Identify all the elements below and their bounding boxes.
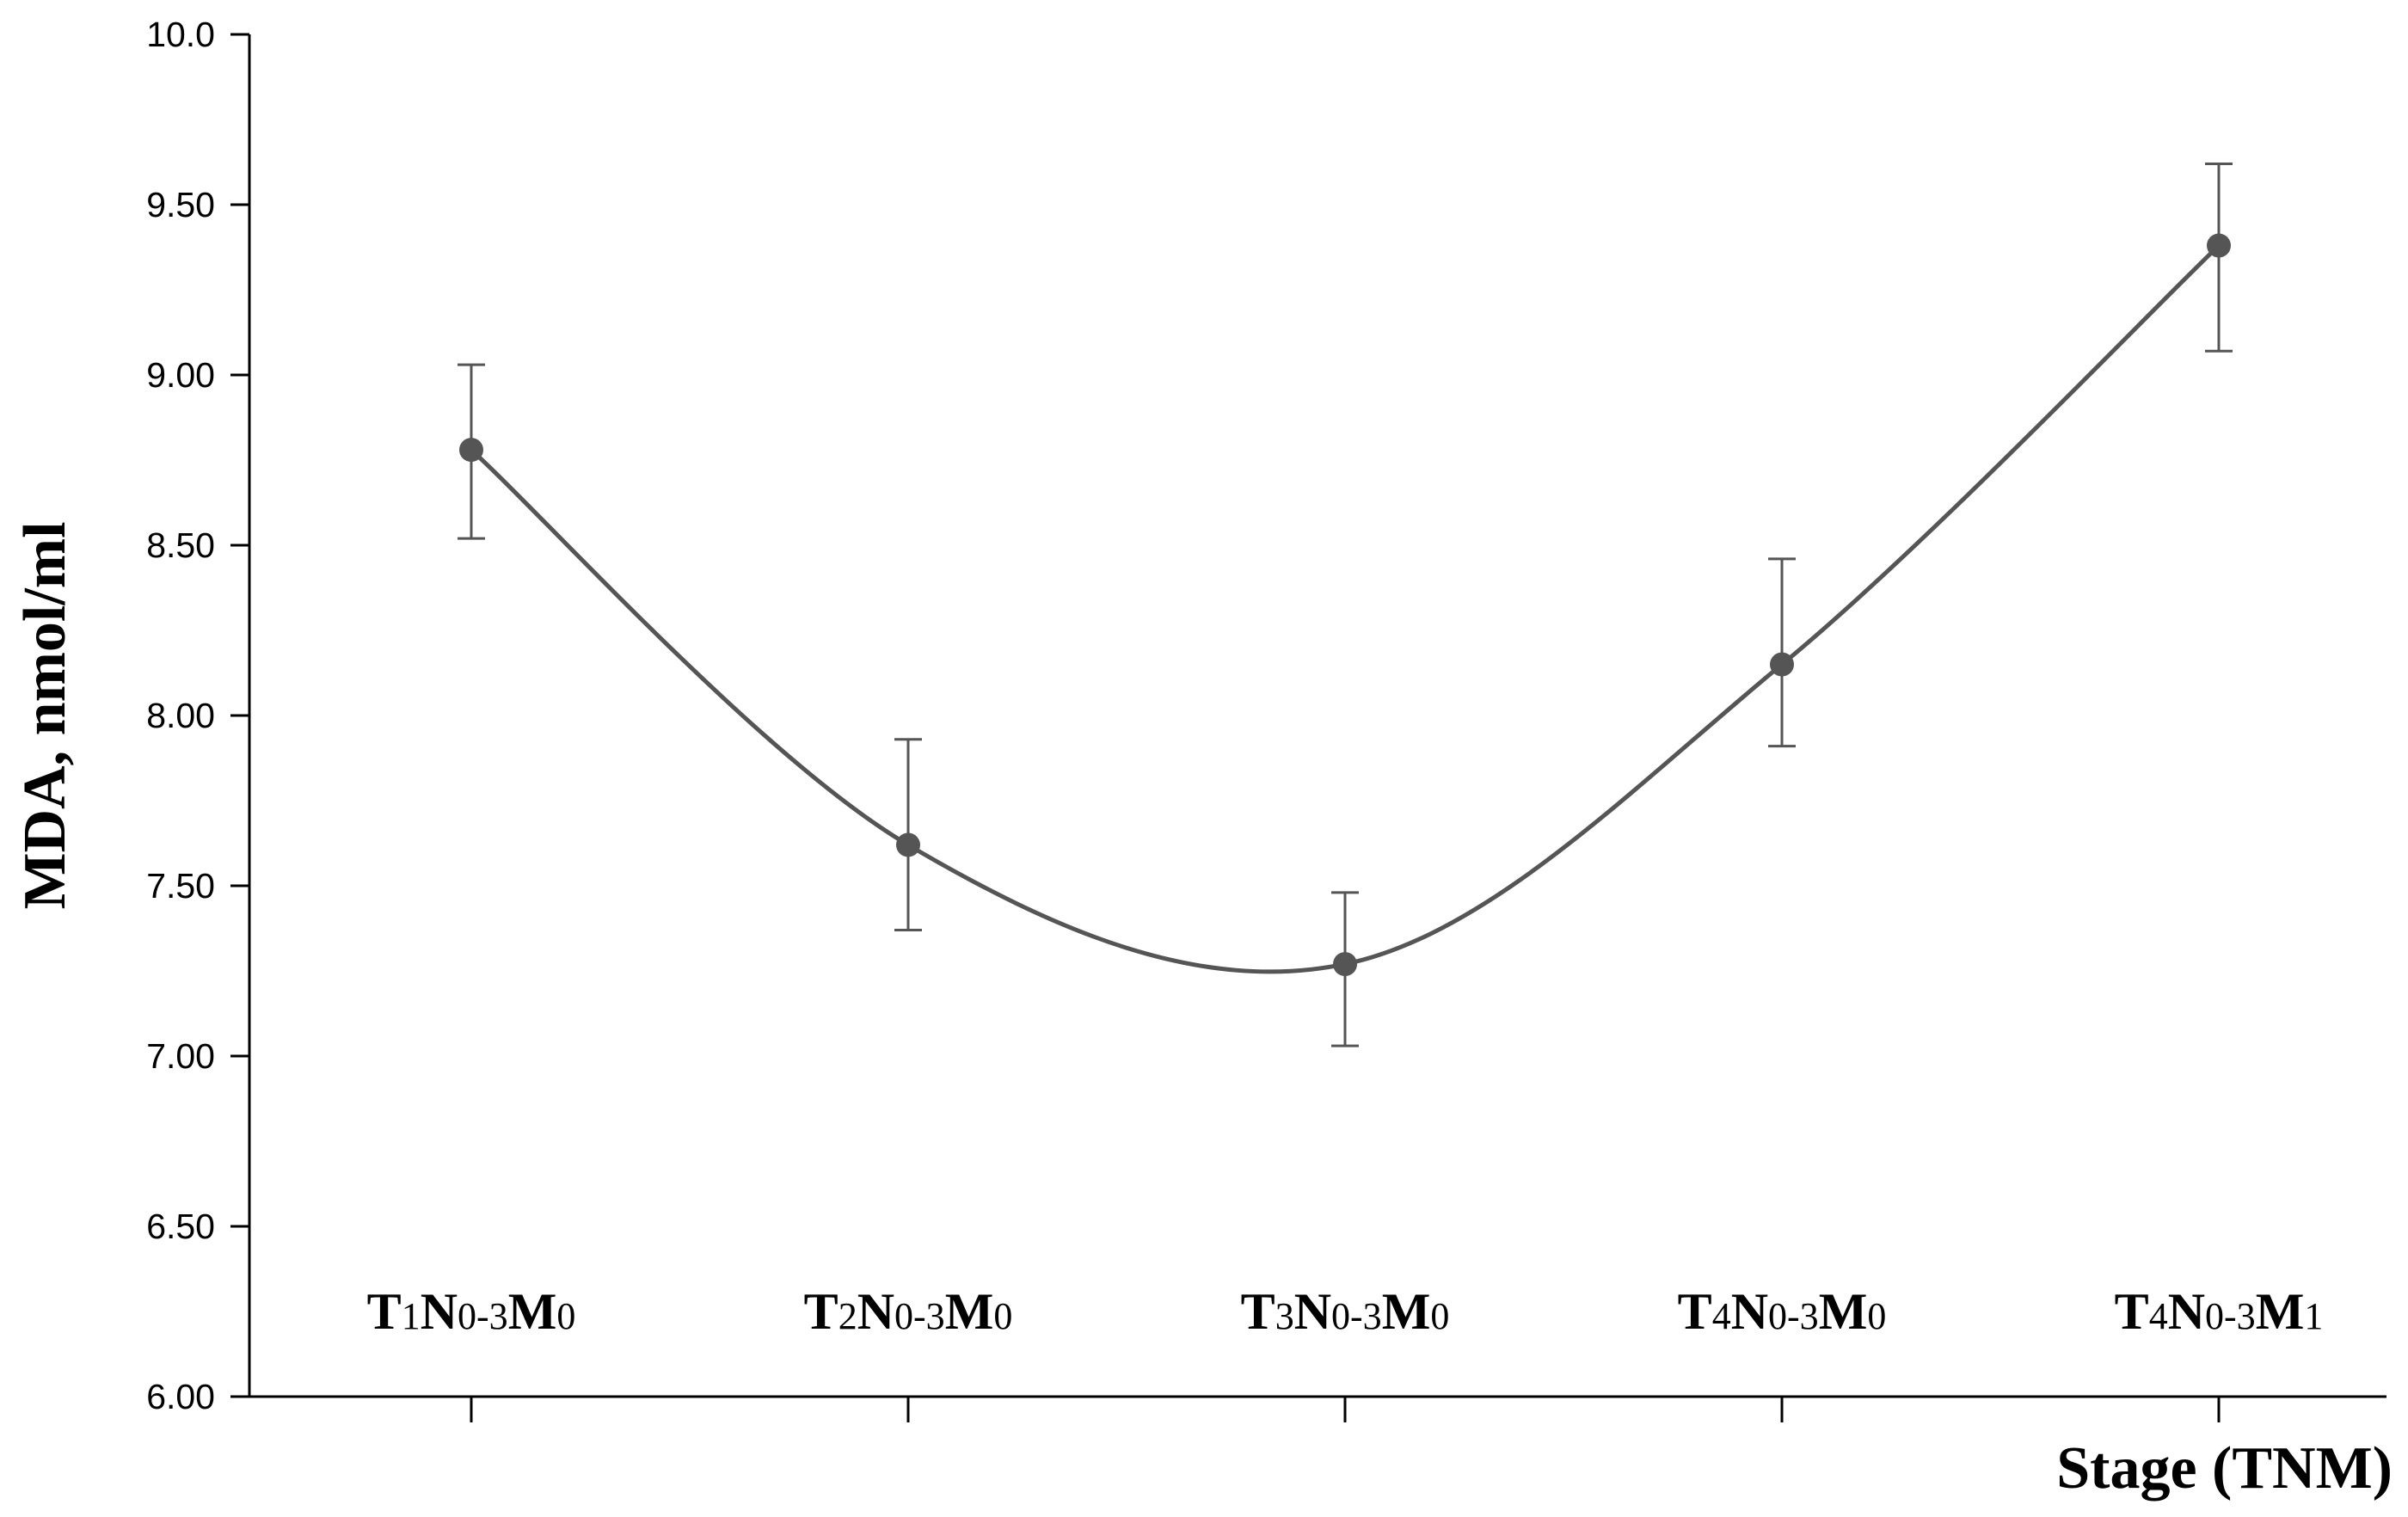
y-tick-label: 8.00 [146, 696, 215, 735]
y-tick-label: 9.50 [146, 185, 215, 224]
axes [248, 34, 2386, 1398]
y-axis-title: MDA, nmol/ml [12, 521, 78, 909]
y-tick-label: 6.50 [146, 1207, 215, 1246]
series-line [470, 243, 2221, 974]
data-point [896, 832, 920, 857]
x-tick-label: T1N0-3M0 [367, 1283, 576, 1340]
y-tick-label: 9.00 [146, 355, 215, 395]
y-tick-label: 6.00 [146, 1377, 215, 1416]
y-tick-label: 8.50 [146, 525, 215, 565]
y-tick-label: 7.00 [146, 1036, 215, 1076]
data-point [2207, 233, 2231, 258]
y-tick-label: 10.0 [146, 15, 215, 54]
x-tick-label: T3N0-3M0 [1241, 1283, 1450, 1340]
series-group [458, 162, 2233, 1047]
y-ticks: 6.00 6.50 7.00 7.50 8.00 8.50 9.00 9.50 10.0 [146, 15, 249, 1416]
data-point [1770, 652, 1794, 677]
x-tick-label: T4N0-3M1 [2115, 1283, 2324, 1340]
x-axis-title: Stage (TNM) [2056, 1435, 2393, 1502]
y-tick-label: 7.50 [146, 866, 215, 906]
data-point [1333, 952, 1357, 977]
x-ticks: T1N0-3M0 T2N0-3M0 T3N0-3M0 T4N0-3M0 T4N0-3M1 [367, 1283, 2324, 1422]
x-tick-label: T2N0-3M0 [804, 1283, 1013, 1340]
data-point [459, 438, 483, 463]
x-tick-label: T4N0-3M0 [1678, 1283, 1887, 1340]
